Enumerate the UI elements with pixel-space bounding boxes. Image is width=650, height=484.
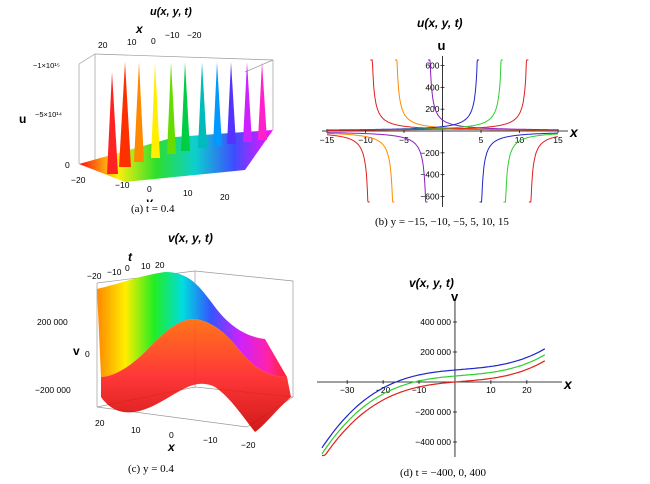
x-tick-label: −10	[412, 385, 427, 395]
y-tick-label: 200	[425, 104, 439, 114]
x-axis-label: x	[569, 124, 579, 140]
x-tick-label: −30	[340, 385, 355, 395]
figure-a-box	[78, 53, 274, 164]
x-tick-label: 10	[486, 385, 496, 395]
figure-d-plot: −30 −20 −10 10 20 400 000 200 000 −200 000 −400 …	[317, 289, 573, 457]
figure-c-ttick: 10	[141, 261, 151, 271]
y-tick-label: 400 000	[420, 317, 451, 327]
figure-a-utick: −5×10¹⁴	[35, 110, 62, 119]
figure-c-v-label: v	[73, 344, 80, 358]
figure-b-plot: −15 −10 −5 5 10 15 600 400 200 −200 −400 −600 x u	[320, 38, 579, 207]
x-tick-label: −5	[399, 135, 409, 145]
figure-a-ytick: −20	[71, 175, 86, 185]
figure-c-vtick: −200 000	[35, 385, 71, 395]
figure-c-caption: (c) y = 0.4	[128, 463, 174, 475]
x-axis-label: x	[563, 376, 573, 392]
figure-b-chart: −15 −10 −5 5 10 15 600 400 200 −200 −400 −600 x u	[320, 38, 579, 207]
series-line	[503, 133, 558, 203]
figure-a-xtick: 10	[127, 37, 137, 47]
figure-a-ytick: −10	[115, 180, 130, 190]
series-line	[528, 136, 558, 203]
figure-b-caption: (b) y = −15, −10, −5, 5, 10, 15	[375, 216, 509, 228]
y-tick-label: −600	[420, 192, 439, 202]
figure-c-xtick: −20	[241, 440, 256, 450]
y-tick-label: −200	[420, 148, 439, 158]
figure-c-ttick: 0	[125, 263, 130, 273]
figure-a-x-label: x	[135, 22, 144, 36]
figure-a-ytick: 10	[183, 188, 193, 198]
figure-a-xtick: 20	[98, 40, 108, 50]
series-line	[370, 59, 558, 131]
figure-a-plot: 20 10 0 −10 −20 x −1×10¹⁵ −5×10¹⁴ 0 u −2…	[19, 22, 274, 202]
figure-c-vtick: 200 000	[37, 317, 68, 327]
y-axis-label: v	[451, 289, 459, 304]
figure-c-xtick: 0	[169, 430, 174, 440]
figure-c: v(x, y, t)	[15, 227, 300, 484]
figure-c-title: v(x, y, t)	[168, 231, 213, 245]
figure-a-y-label: y	[145, 195, 154, 202]
figure-a-utick: −1×10¹⁵	[33, 61, 60, 70]
series-line	[327, 59, 529, 131]
figure-a-ytick: 0	[147, 184, 152, 194]
figure-a-u-label: u	[19, 112, 26, 126]
x-tick-label: −15	[320, 135, 335, 145]
y-tick-label: 200 000	[420, 347, 451, 357]
figure-a: u(x, y, t)	[15, 2, 295, 217]
figure-c-t-label: t	[128, 250, 133, 264]
figure-a-utick: 0	[65, 160, 70, 170]
y-tick-label: 400	[425, 82, 439, 92]
x-tick-label: 15	[553, 135, 563, 145]
figure-d-title: v(x, y, t)	[409, 276, 454, 290]
figure-a-floor	[79, 130, 273, 182]
figure-d: v(x, y, t) −30 −20 −10 10 20 400 000 200 000 −2…	[300, 262, 650, 484]
series-line	[321, 348, 546, 449]
series-line	[322, 360, 546, 457]
series-line	[321, 354, 546, 455]
figure-d-caption: (d) t = −400, 0, 400	[400, 467, 487, 479]
figure-a-caption: (a) t = 0.4	[131, 203, 175, 215]
y-tick-label: −400 000	[415, 437, 451, 447]
figure-a-xtick: 0	[151, 36, 156, 46]
y-tick-label: −400	[420, 170, 439, 180]
x-tick-label: 20	[522, 385, 532, 395]
x-tick-label: −20	[376, 385, 391, 395]
figure-a-title: u(x, y, t)	[150, 6, 192, 18]
series-line	[327, 132, 428, 203]
figure-c-ttick: 20	[155, 260, 165, 270]
figure-c-plot: −20 −10 0 10 20 t 200 000 0 −200 000 v 2…	[35, 250, 294, 452]
series-line	[326, 134, 370, 203]
figure-c-vtick: 0	[85, 349, 90, 359]
x-tick-label: 10	[515, 135, 525, 145]
figure-c-xtick: −10	[203, 435, 218, 445]
y-tick-label: −200 000	[415, 407, 451, 417]
figure-c-xtick: 10	[131, 425, 141, 435]
figure-c-ttick: −10	[107, 267, 122, 277]
figure-c-x-label: x	[167, 440, 176, 452]
figure-a-xtick: −10	[165, 30, 180, 40]
figure-b: u(x, y, t) −15 −10 −5 5 10 15 600 400 200 −200 −40…	[300, 2, 650, 232]
y-tick-label: 600	[425, 60, 439, 70]
series-line	[327, 59, 480, 131]
figure-a-xtick: −20	[187, 30, 202, 40]
figure-a-spikes	[107, 62, 267, 174]
y-axis-label: u	[438, 38, 446, 53]
figure-c-ttick: −20	[87, 271, 102, 281]
figure-c-xtick: 20	[95, 418, 105, 428]
x-tick-label: −10	[358, 135, 373, 145]
figure-c-surface	[97, 272, 287, 377]
x-tick-label: 5	[479, 135, 484, 145]
series-line	[327, 132, 395, 203]
series-line	[479, 132, 558, 203]
figure-b-title: u(x, y, t)	[417, 16, 463, 30]
figure-d-chart: −30 −20 −10 10 20 400 000 200 000 −200 000 −400 …	[317, 289, 573, 457]
series-line	[428, 59, 558, 131]
figure-c-surface-edge	[101, 319, 291, 432]
figure-a-ytick: 20	[220, 192, 230, 202]
